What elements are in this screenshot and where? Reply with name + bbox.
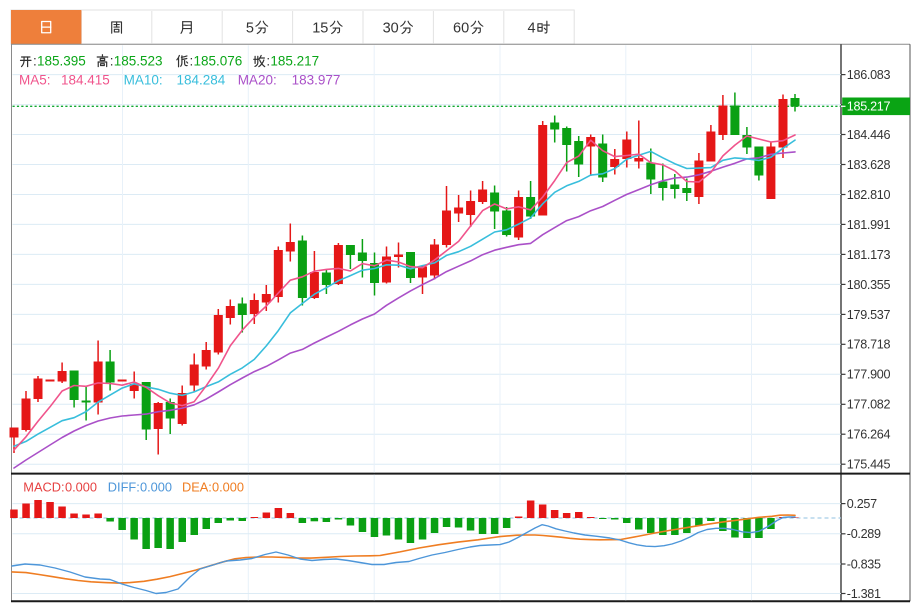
svg-text:183.977: 183.977 bbox=[292, 72, 341, 87]
svg-text:60: 60 bbox=[453, 20, 469, 36]
svg-text:0.257: 0.257 bbox=[847, 497, 877, 511]
svg-text:180.355: 180.355 bbox=[847, 278, 891, 292]
svg-text:185.523: 185.523 bbox=[114, 53, 163, 68]
svg-text:MA20:: MA20: bbox=[238, 72, 277, 87]
svg-text:177.900: 177.900 bbox=[847, 368, 891, 382]
svg-text:0.000: 0.000 bbox=[65, 479, 97, 494]
svg-text:182.810: 182.810 bbox=[847, 188, 891, 202]
svg-text:178.718: 178.718 bbox=[847, 338, 891, 352]
svg-text:184.284: 184.284 bbox=[177, 72, 226, 87]
svg-text:MACD:: MACD: bbox=[23, 479, 64, 494]
svg-text:DIFF:: DIFF: bbox=[108, 479, 140, 494]
svg-text::: : bbox=[266, 53, 270, 68]
svg-text::: : bbox=[190, 53, 194, 68]
svg-text:5: 5 bbox=[246, 20, 254, 36]
svg-text:DEA:: DEA: bbox=[182, 479, 212, 494]
svg-text:-0.835: -0.835 bbox=[847, 557, 881, 571]
svg-text:181.991: 181.991 bbox=[847, 218, 891, 232]
svg-text::: : bbox=[33, 53, 37, 68]
svg-text:0.000: 0.000 bbox=[140, 479, 172, 494]
svg-text:0.000: 0.000 bbox=[212, 479, 244, 494]
svg-text:-0.289: -0.289 bbox=[847, 527, 881, 541]
svg-text:183.628: 183.628 bbox=[847, 158, 891, 172]
svg-text:177.082: 177.082 bbox=[847, 398, 891, 412]
svg-text:MA10:: MA10: bbox=[124, 72, 163, 87]
svg-text:186.083: 186.083 bbox=[847, 68, 891, 82]
svg-text:15: 15 bbox=[312, 20, 328, 36]
svg-text:MA5:: MA5: bbox=[19, 72, 51, 87]
svg-text:185.217: 185.217 bbox=[270, 53, 319, 68]
svg-text:181.173: 181.173 bbox=[847, 248, 891, 262]
svg-text:184.446: 184.446 bbox=[847, 128, 891, 142]
svg-text:185.217: 185.217 bbox=[847, 100, 891, 114]
svg-text:185.395: 185.395 bbox=[37, 53, 86, 68]
svg-text:-1.381: -1.381 bbox=[847, 587, 881, 601]
svg-text:175.445: 175.445 bbox=[847, 458, 891, 472]
svg-text:176.264: 176.264 bbox=[847, 428, 891, 442]
svg-text:179.537: 179.537 bbox=[847, 308, 891, 322]
svg-text:4: 4 bbox=[528, 20, 536, 36]
svg-text:185.076: 185.076 bbox=[194, 53, 243, 68]
svg-text::: : bbox=[110, 53, 114, 68]
svg-text:30: 30 bbox=[383, 20, 399, 36]
svg-text:184.415: 184.415 bbox=[61, 72, 110, 87]
